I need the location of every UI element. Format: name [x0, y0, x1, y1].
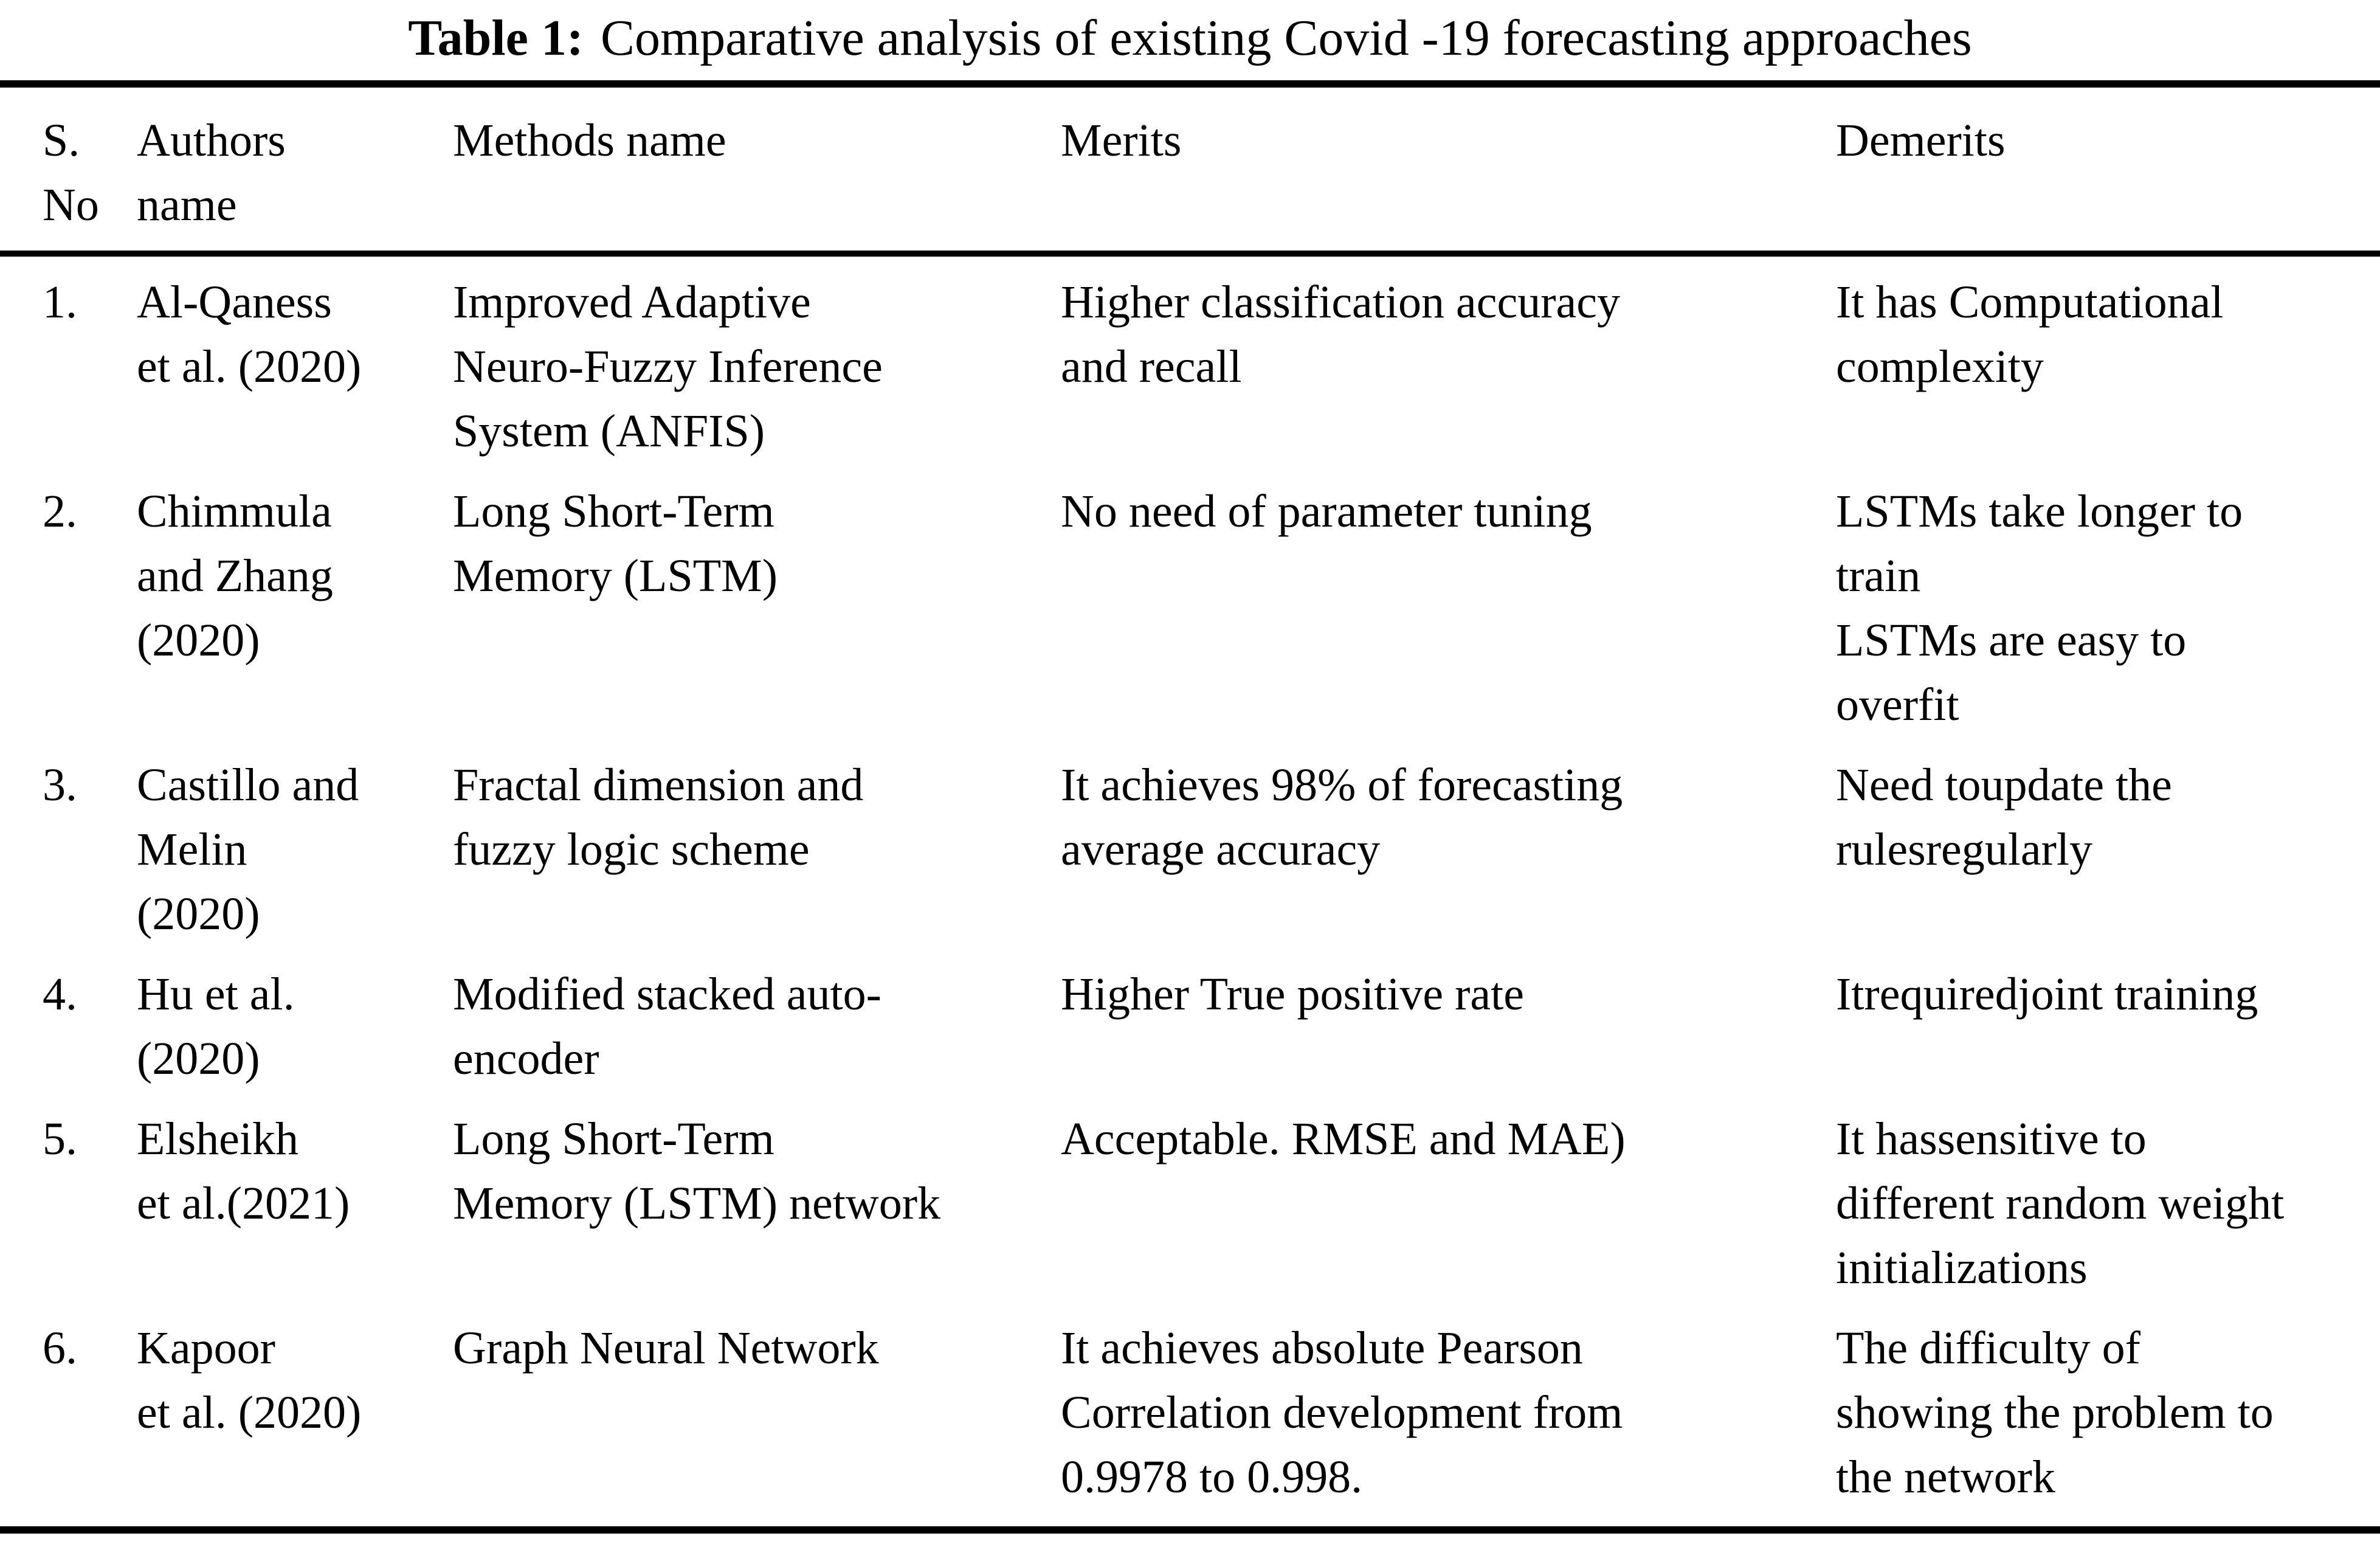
column-header-methods: Methods name: [453, 84, 1061, 257]
cell-methods: Fractal dimension and fuzzy logic scheme: [453, 759, 864, 875]
cell-authors: Kapoor et al. (2020): [137, 1323, 362, 1438]
table-row: 5. Elsheikh et al.(2021) Long Short-Term…: [0, 1099, 2380, 1308]
cell-sno: 2.: [43, 486, 77, 537]
cell-demerits: It hassensitive to different random weig…: [1836, 1113, 2285, 1293]
column-header-authors: Authors name: [137, 84, 453, 257]
cell-merits: It achieves absolute Pearson Correlation…: [1061, 1323, 1623, 1503]
cell-sno: 5.: [43, 1113, 77, 1164]
column-header-demerits: Demerits: [1836, 84, 2380, 257]
cell-authors: Chimmula and Zhang (2020): [137, 486, 333, 666]
cell-merits: Higher True positive rate: [1061, 969, 1525, 1020]
table-row: 4. Hu et al. (2020) Modified stacked aut…: [0, 954, 2380, 1099]
comparison-table: S. No Authors name Methods name Merits D…: [0, 80, 2380, 1534]
cell-demerits: The difficulty of showing the problem to…: [1836, 1323, 2274, 1503]
cell-sno: 6.: [43, 1323, 77, 1374]
cell-merits: It achieves 98% of forecasting average a…: [1061, 759, 1623, 875]
cell-methods: Improved Adaptive Neuro-Fuzzy Inference …: [453, 277, 883, 457]
column-header-sno: S. No: [0, 84, 137, 257]
cell-methods: Graph Neural Network: [453, 1323, 879, 1374]
cell-sno: 3.: [43, 759, 77, 811]
table-caption-label: Table 1:: [408, 10, 584, 66]
cell-demerits: It has Computational complexity: [1836, 277, 2224, 392]
table-row: 6. Kapoor et al. (2020) Graph Neural Net…: [0, 1308, 2380, 1530]
cell-methods: Long Short-Term Memory (LSTM) network: [453, 1113, 941, 1229]
cell-sno: 1.: [43, 277, 77, 328]
table-row: 2. Chimmula and Zhang (2020) Long Short-…: [0, 471, 2380, 745]
cell-authors: Castillo and Melin (2020): [137, 759, 359, 939]
cell-authors: Hu et al. (2020): [137, 969, 295, 1084]
cell-merits: Acceptable. RMSE and MAE): [1061, 1113, 1626, 1164]
cell-authors: Elsheikh et al.(2021): [137, 1113, 350, 1229]
column-header-merits: Merits: [1061, 84, 1836, 257]
header-row: S. No Authors name Methods name Merits D…: [0, 84, 2380, 257]
cell-methods: Long Short-Term Memory (LSTM): [453, 486, 778, 601]
cell-sno: 4.: [43, 969, 77, 1020]
table-row: 1. Al-Qaness et al. (2020) Improved Adap…: [0, 254, 2380, 471]
table-row: 3. Castillo and Melin (2020) Fractal dim…: [0, 745, 2380, 954]
cell-demerits: LSTMs take longer to train LSTMs are eas…: [1836, 486, 2243, 730]
cell-demerits: Itrequiredjoint training: [1836, 969, 2258, 1020]
cell-demerits: Need toupdate the rulesregularly: [1836, 759, 2172, 875]
cell-merits: No need of parameter tuning: [1061, 486, 1592, 537]
table-caption: Table 1: Comparative analysis of existing…: [0, 2, 2380, 74]
cell-merits: Higher classification accuracy and recal…: [1061, 277, 1620, 392]
table-body: 1. Al-Qaness et al. (2020) Improved Adap…: [0, 254, 2380, 1530]
cell-methods: Modified stacked auto- encoder: [453, 969, 881, 1084]
cell-authors: Al-Qaness et al. (2020): [137, 277, 362, 392]
table-caption-text: Comparative analysis of existing Covid -…: [600, 10, 1972, 66]
table-header: S. No Authors name Methods name Merits D…: [0, 84, 2380, 257]
